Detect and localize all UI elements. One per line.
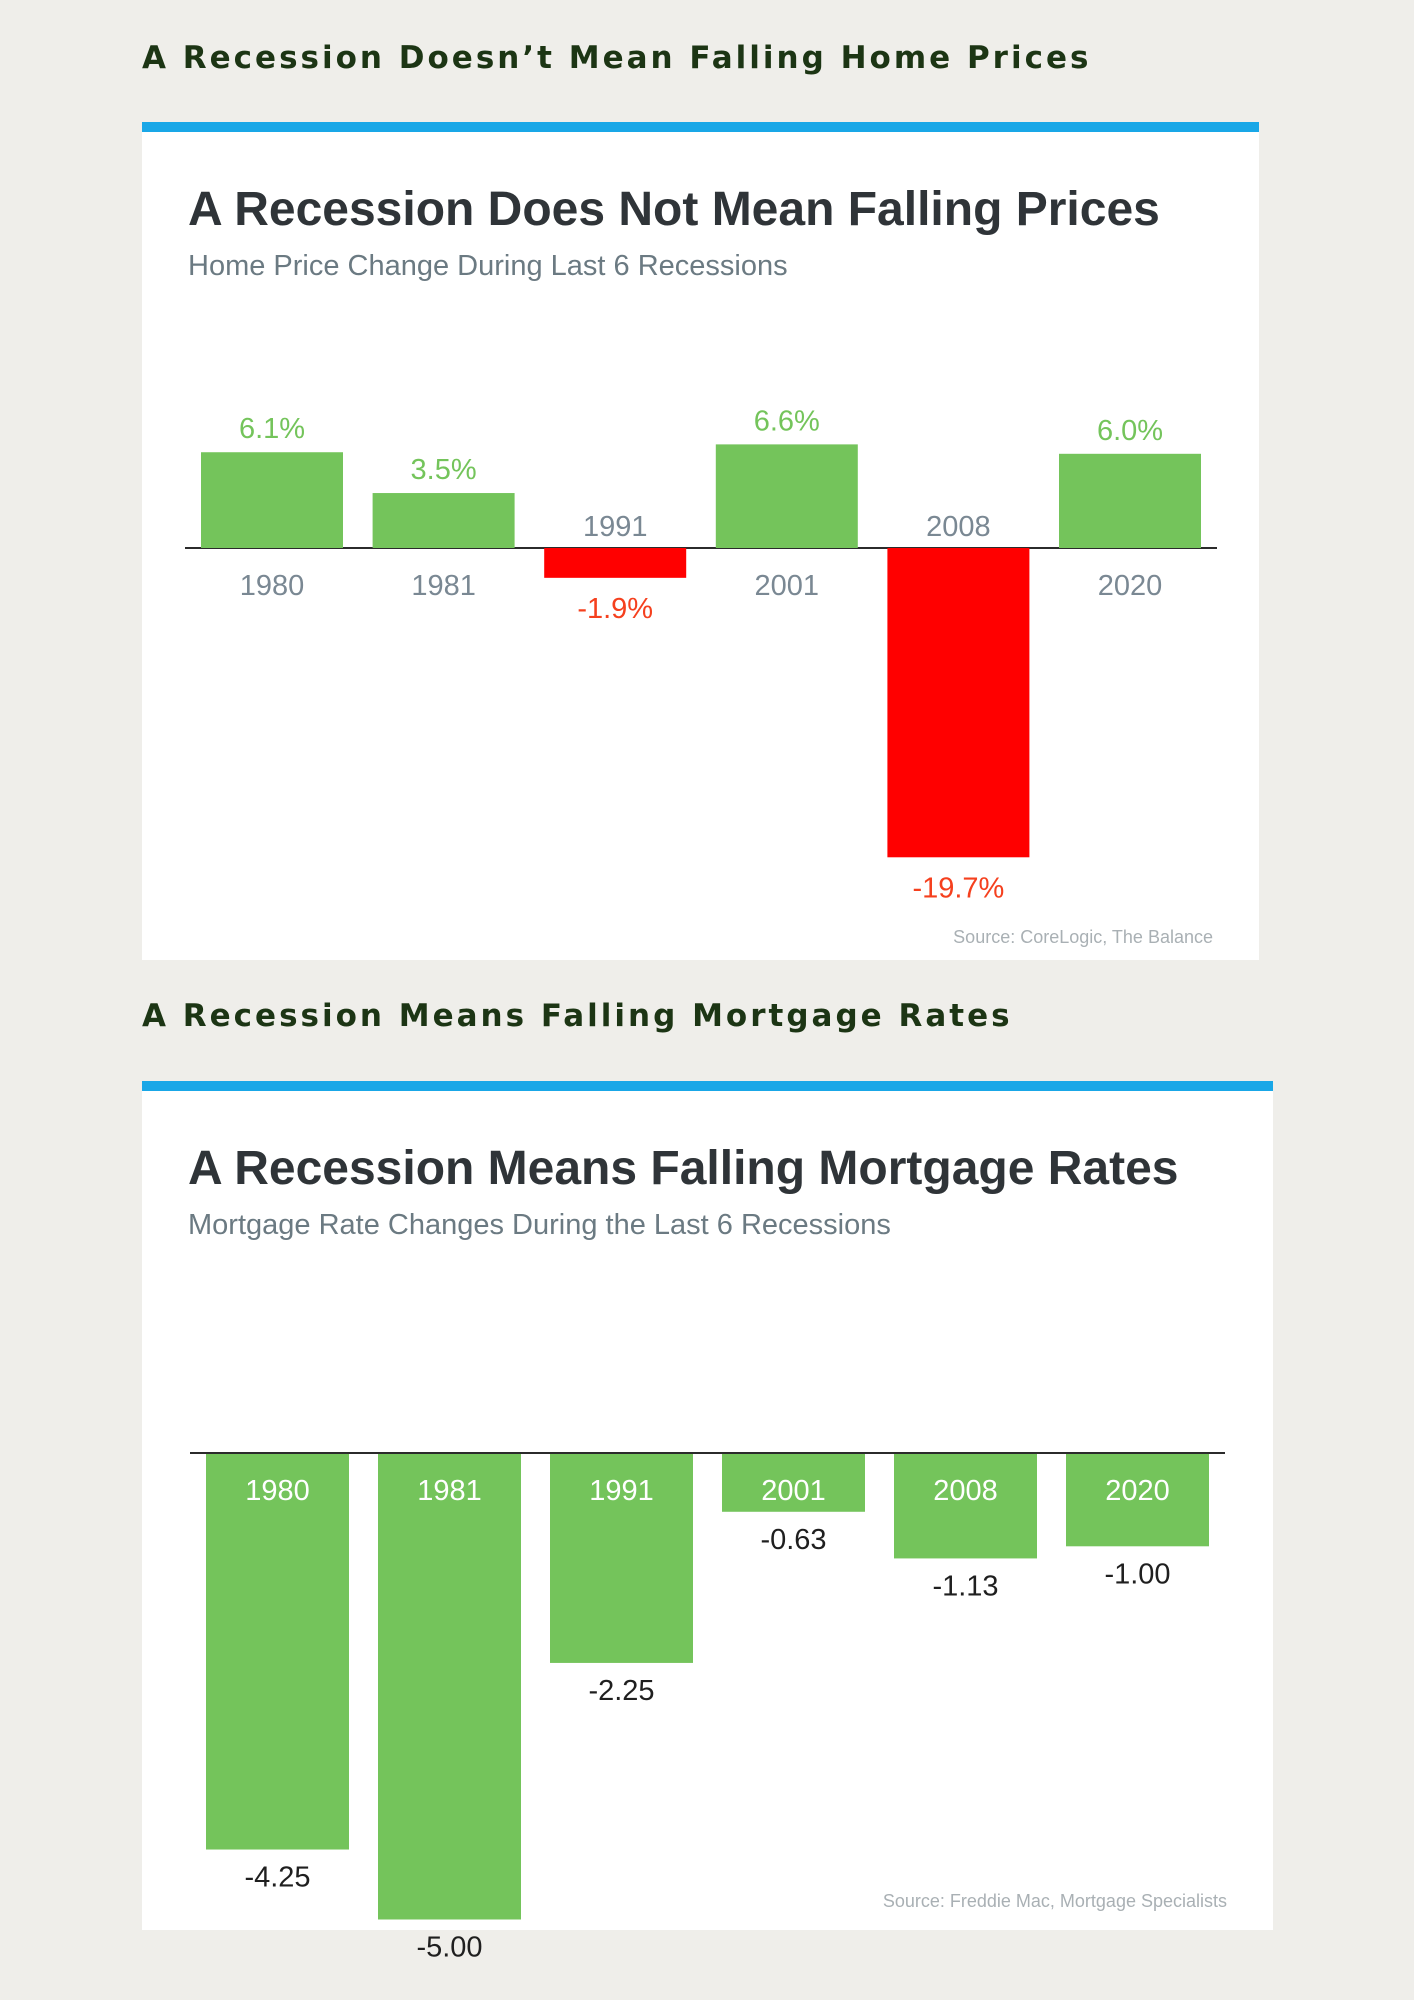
category-label-2001: 2001: [755, 570, 820, 602]
category-label-2001: 2001: [761, 1475, 826, 1507]
bar-2001: [722, 1453, 865, 1512]
bar-1980: [201, 452, 343, 548]
home-price-bar-chart: 6.1% 1980 3.5% 1981 -1.9% 1991 6.6% 2001 -19.7% 2…: [185, 405, 1217, 904]
value-label-2008: -19.7%: [912, 872, 1004, 904]
chart-title: A Recession Means Falling Mortgage Rates: [188, 1142, 1179, 1195]
value-label-2020: 6.0%: [1097, 415, 1163, 447]
chart-subtitle: Mortgage Rate Changes During the Last 6 …: [188, 1209, 891, 1241]
category-label-1991: 1991: [589, 1475, 654, 1507]
category-label-1981: 1981: [417, 1475, 482, 1507]
category-label-2008: 2008: [926, 511, 991, 543]
bar-2020: [1066, 1453, 1209, 1547]
bar-1991: [550, 1453, 693, 1663]
value-label-2001: 6.6%: [754, 405, 820, 437]
category-label-1991: 1991: [583, 511, 648, 543]
bar-1991: [544, 548, 687, 578]
category-label-1980: 1980: [240, 570, 305, 602]
chart-subtitle: Home Price Change During Last 6 Recessio…: [188, 250, 788, 282]
chart-source: Source: CoreLogic, The Balance: [953, 927, 1213, 947]
bar-2008: [894, 1453, 1037, 1559]
bar-1981: [378, 1453, 521, 1920]
chart-source: Source: Freddie Mac, Mortgage Specialist…: [882, 1891, 1227, 1911]
category-label-2020: 2020: [1105, 1475, 1170, 1507]
section-heading-mortgage-rates: A Recession Means Falling Mortgage Rates: [142, 998, 1013, 1034]
bar-1980: [206, 1453, 349, 1850]
home-price-chart-card: A Recession Does Not Mean Falling Prices…: [142, 122, 1259, 960]
section-heading-home-prices: A Recession Doesn’t Mean Falling Home Pr…: [142, 40, 1092, 76]
value-label-2001: -0.63: [760, 1524, 826, 1556]
value-label-2020: -1.00: [1104, 1558, 1170, 1590]
category-label-2008: 2008: [933, 1475, 998, 1507]
bar-1981: [372, 493, 515, 548]
value-label-1991: -2.25: [588, 1675, 654, 1707]
bar-2001: [715, 444, 858, 548]
category-label-1981: 1981: [411, 570, 476, 602]
bar-2020: [1059, 453, 1201, 548]
value-label-1991: -1.9%: [577, 593, 653, 625]
category-label-1980: 1980: [245, 1475, 310, 1507]
category-label-2020: 2020: [1098, 570, 1163, 602]
bar-2008: [887, 548, 1030, 858]
value-label-2008: -1.13: [932, 1570, 998, 1602]
mortgage-rate-chart-card: A Recession Means Falling Mortgage Rates…: [142, 1081, 1273, 1964]
value-label-1980: 6.1%: [239, 413, 305, 445]
value-label-1980: -4.25: [244, 1862, 310, 1894]
value-label-1981: -5.00: [416, 1932, 482, 1964]
chart-title: A Recession Does Not Mean Falling Prices: [188, 183, 1160, 236]
value-label-1981: 3.5%: [411, 454, 477, 486]
mortgage-rate-bar-chart: 1980 -4.25 1981 -5.00 1991 -2.25 2001 -0.63 2008…: [190, 1452, 1225, 1964]
